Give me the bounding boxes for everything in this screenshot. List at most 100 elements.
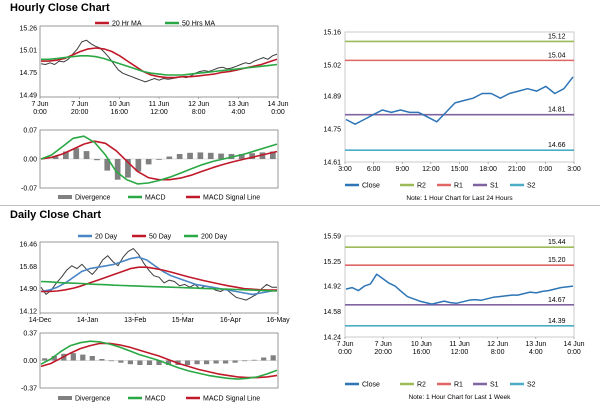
hourly_price-xtick-line2: 12:00 [150,109,168,116]
daily_price-legend-2-label: 200 Day [201,234,228,241]
daily_close-close-line [345,273,574,305]
hourly_close-legend-s2-label: S2 [527,183,536,190]
daily_price-ma-slow-line [41,266,277,293]
hourly_price-xtick-line1: 12 Jun [188,101,209,108]
hourly_price-xtick-line2: 0:00 [33,109,47,116]
daily_macd-ytick: -0.37 [21,386,37,393]
hourly_close-xtick: 0:00 [539,166,553,173]
hourly_price-legend-0-label: 20 Hr MA [112,21,142,28]
hourly_macd-ytick: 0.00 [23,157,37,164]
hourly_price-ytick: 15.26 [19,26,37,33]
daily_close-xtick-line2: 4:00 [529,349,543,356]
daily_close-level-label-r2: 15.44 [548,239,566,246]
daily_price-ytick: 14.90 [19,286,37,293]
daily_close-xtick-line2: 12:00 [451,349,469,356]
hourly_macd-divergence-bar [83,151,90,159]
daily_close-xtick-line1: 12 Jun [487,341,508,348]
daily_close-ytick: 15.25 [323,259,341,266]
hourly_macd-divergence-bar [145,159,152,165]
hourly_close-ytick: 15.02 [323,63,341,70]
daily_close-legend-s2-label: S2 [527,382,536,389]
daily_close-xtick-line2: 0:00 [567,349,581,356]
hourly_macd-legend-signal-label: MACD Signal Line [203,195,260,202]
daily_close-xtick-line1: 10 Jun [411,341,432,348]
hourly_macd-divergence-bar [197,152,204,159]
hourly_close-xtick: 15:00 [451,166,469,173]
hourly_macd-divergence-bar [166,156,173,159]
hourly_macd-divergence-bar [156,159,162,160]
daily_macd-divergence-bar [118,360,124,363]
hourly_price-xtick-line1: 7 Jun [31,101,48,108]
daily_macd-divergence-bar [213,360,219,364]
hourly_close-xtick: 12:00 [422,166,440,173]
hourly_price-frame [39,25,279,98]
daily_macd-divergence-bar [70,353,76,361]
daily_price-xtick: 13-Feb [124,317,146,324]
daily_close-xtick-line1: 7 Jun [336,341,353,348]
hourly_price-xtick-line2: 20:00 [71,109,89,116]
hourly_price-ytick: 14.49 [19,93,37,100]
hourly_price-xtick-line2: 8:00 [192,109,206,116]
hourly_macd-divergence-bar [135,159,142,172]
hourly_price-xtick-line1: 14 Jun [267,101,288,108]
hourly_price-xtick-line1: 13 Jun [228,101,249,108]
daily_close-legend-r1-label: R1 [454,382,463,389]
daily_macd-divergence-bar [127,360,133,365]
daily_close-xtick-line2: 16:00 [413,349,431,356]
daily_macd-macd-line [40,340,278,380]
daily_macd-legend-signal-label: MACD Signal Line [203,396,260,403]
hourly_close-ytick: 14.89 [323,93,341,100]
hourly_price-xtick-line2: 0:00 [271,109,285,116]
daily_close-xtick-line2: 20:00 [374,349,392,356]
daily_close-ytick: 14.92 [323,284,341,291]
hourly_macd-signal-line [40,140,278,181]
daily_close-legend-r2-label: R2 [417,382,426,389]
daily_macd-divergence-bar [99,359,105,361]
daily_price-price-line [40,248,277,301]
daily_macd-legend-macd-label: MACD [145,396,166,403]
daily_macd-ytick: 0.37 [23,331,37,338]
hourly_macd-divergence-bar [94,159,100,161]
daily_close-legend-s1-label: S1 [490,382,499,389]
daily_close-level-label-s1: 14.67 [548,297,566,304]
daily_price-legend-1-label: 50 Day [149,234,172,241]
daily_close-xtick-line1: 14 Jun [563,341,584,348]
daily_macd-ytick: 0.00 [23,358,37,365]
daily_macd-divergence-bar [204,360,210,365]
daily_price-legend-0-label: 20 Day [95,234,118,241]
daily_macd-divergence-bar [42,358,48,361]
hourly_price-xtick-line1: 10 Jun [109,101,130,108]
hourly_close-xtick: 3:00 [338,166,352,173]
daily_macd-divergence-bar [89,356,95,361]
hourly_close-level-label-r1: 15.04 [548,52,566,59]
daily_price-xtick: 16-May [266,317,290,324]
hourly_close-xtick: 18:00 [479,166,497,173]
hourly_close-frame [344,31,575,163]
hourly_price-xtick-line2: 4:00 [232,109,246,116]
hourly_close-xtick: 9:00 [395,166,409,173]
hourly_price-xtick-line2: 16:00 [111,109,129,116]
daily_price-ytick: 15.68 [19,264,37,271]
daily_close-xtick-line2: 8:00 [491,349,505,356]
daily_price-xtick: 14-Jan [77,317,99,324]
daily_close-xtick-line1: 13 Jun [525,341,546,348]
daily_macd-divergence-bar [242,360,248,362]
hourly_macd-legend-macd-label: MACD [145,195,166,202]
daily_macd-divergence-bar [165,360,172,365]
daily_macd-legend-divergence-swatch [58,396,72,400]
daily_price-xtick: 14-Dec [29,317,52,324]
hourly_close-ytick: 14.75 [323,126,341,133]
daily_close-xtick-line1: 7 Jun [375,341,392,348]
hourly_macd-divergence-bar [104,159,111,171]
hourly_price-legend-1-label: 50 Hrs MA [182,21,215,28]
hourly_close-level-label-s2: 14.66 [548,142,566,149]
daily_macd-divergence-bar [194,360,200,365]
hourly_macd-ytick: 0.07 [23,128,37,135]
hourly_close-note: Note: 1 Hour Chart for Last 24 Hours [406,195,513,202]
daily_macd-divergence-bar [184,360,191,365]
hourly_price-ma-fast-line [41,47,278,79]
daily_price-xtick: 15-Mar [172,317,195,324]
hourly_macd-divergence-bar [249,153,255,159]
daily_macd-divergence-bar [232,360,238,363]
section-divider [0,205,600,206]
